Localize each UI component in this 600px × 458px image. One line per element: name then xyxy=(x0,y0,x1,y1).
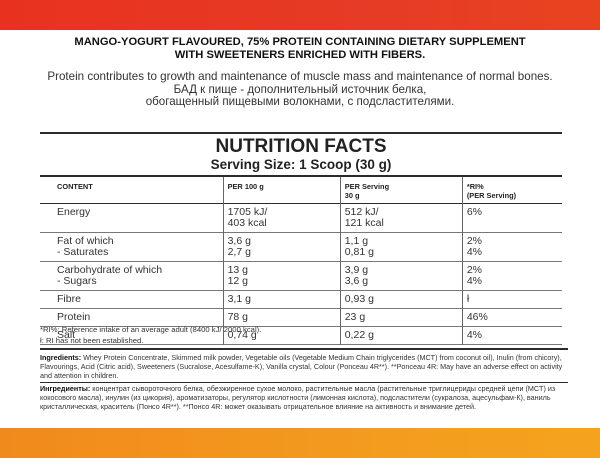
table-header-row: CONTENT PER 100 g PER Serving 30 g *RI% … xyxy=(40,177,562,204)
claim-en: Protein contributes to growth and mainte… xyxy=(47,70,553,83)
nutrition-title: NUTRITION FACTS xyxy=(215,136,387,157)
value-main: 3,9 g xyxy=(344,264,369,276)
table-row-energy: Energy 1705 kJ/403 kcal 512 kJ/121 kcal … xyxy=(40,203,562,233)
table-row-fat: Fat of which - Saturates 3,6 g 2,7 g 1,1 g… xyxy=(40,232,562,262)
ingredients-en: Ingredients: Whey Protein Concentrate, S… xyxy=(40,353,568,383)
product-claims: Protein contributes to growth and mainte… xyxy=(30,70,570,109)
row-per-serving: 0,22 g xyxy=(339,326,463,345)
nutrition-facts-panel: NUTRITION FACTS Serving Size: 1 Scoop (3… xyxy=(40,132,562,345)
row-per-100g: 3,1 g xyxy=(222,290,341,309)
header-per-serving-size: 30 g xyxy=(344,190,360,200)
ingredients-block: Ingredients: Whey Protein Concentrate, S… xyxy=(40,348,568,411)
row-per-100g: 78 g xyxy=(222,308,341,327)
header-ri-label: *RI% xyxy=(466,182,484,191)
value-sub: 2,7 g xyxy=(227,246,251,258)
serving-size: Serving Size: 1 Scoop (30 g) xyxy=(40,157,562,177)
row-per-serving: 512 kJ/121 kcal xyxy=(339,203,463,233)
headline-line-2: WITH SWEETENERS ENRICHED WITH FIBERS. xyxy=(174,49,426,61)
row-label: Fat of which - Saturates xyxy=(40,233,223,262)
nutrition-table: CONTENT PER 100 g PER Serving 30 g *RI% … xyxy=(40,177,562,345)
table-row-fibre: Fibre 3,1 g 0,93 g ł xyxy=(40,290,562,309)
value-kj: 1705 kJ/ xyxy=(227,206,268,218)
footnote-ri: *RI%: Reference intake of an average adu… xyxy=(40,325,262,334)
row-ri: 2% 4% xyxy=(461,261,562,291)
product-headline: MANGO-YOGURT FLAVOURED, 75% PROTEIN CONT… xyxy=(40,36,560,62)
table-row-carbohydrate: Carbohydrate of which - Sugars 13 g 12 g 3… xyxy=(40,261,562,291)
header-ri-basis: (PER Serving) xyxy=(466,190,517,200)
row-per-100g: 3,6 g 2,7 g xyxy=(222,232,341,262)
value-main: 13 g xyxy=(227,264,249,276)
row-ri: ł xyxy=(461,290,562,309)
row-ri: 6% xyxy=(461,203,562,233)
row-ri: 46% xyxy=(461,308,562,327)
row-per-serving: 0,93 g xyxy=(339,290,463,309)
claim-ru-2: обогащенный пищевыми волокнами, с подсла… xyxy=(145,95,455,109)
headline-line-1: MANGO-YOGURT FLAVOURED, 75% PROTEIN CONT… xyxy=(74,36,526,48)
ingredients-ru-text: концентрат сывороточного белка, обезжире… xyxy=(40,383,556,412)
row-per-100g: 0,74 g xyxy=(222,326,341,345)
row-label: Carbohydrate of which - Sugars xyxy=(40,262,223,291)
value-kcal: 403 kcal xyxy=(227,217,267,229)
value-sub: 3,6 g xyxy=(344,275,369,287)
header-ri: *RI% (PER Serving) xyxy=(461,177,562,204)
row-label: Salt xyxy=(57,329,76,341)
value-sub: 12 g xyxy=(227,275,249,287)
row-label: Protein xyxy=(57,311,91,323)
bottom-color-bar xyxy=(0,428,600,458)
row-per-100g: 1705 kJ/403 kcal xyxy=(222,203,341,233)
top-color-bar xyxy=(0,0,600,30)
label-main: Carbohydrate of which xyxy=(57,264,163,276)
row-label: Fibre xyxy=(57,293,81,305)
value-main: 2% xyxy=(466,264,482,276)
value-kj: 512 kJ/ xyxy=(344,206,379,218)
header-content: CONTENT xyxy=(57,182,93,191)
row-per-100g: 13 g 12 g xyxy=(222,261,341,291)
header-per-serving: PER Serving 30 g xyxy=(339,177,463,204)
row-per-serving: 23 g xyxy=(339,308,463,327)
value-main: 1,1 g xyxy=(344,235,369,247)
table-row-protein: Protein 78 g 23 g 46% xyxy=(40,308,562,327)
value-sub: 4% xyxy=(466,246,482,258)
table-row-salt: Salt 0,74 g 0,22 g 4% xyxy=(40,326,562,345)
row-per-serving: 1,1 g 0,81 g xyxy=(339,232,463,262)
label-sub: - Saturates xyxy=(57,246,109,258)
row-per-serving: 3,9 g 3,6 g xyxy=(339,261,463,291)
value-main: 3,6 g xyxy=(227,235,251,247)
ingredients-en-text: Whey Protein Concentrate, Skimmed milk p… xyxy=(40,353,563,381)
value-kcal: 121 kcal xyxy=(344,217,384,229)
value-sub: 0,81 g xyxy=(344,246,374,258)
label-main: Fat of which xyxy=(57,235,114,247)
header-per-100g: PER 100 g xyxy=(222,177,341,204)
footnote-ri-none: ł: RI has not been established. xyxy=(40,336,144,346)
label-sub: - Sugars xyxy=(57,275,97,287)
header-per-serving-label: PER Serving xyxy=(344,182,390,191)
row-ri: 4% xyxy=(461,326,562,345)
row-label: Energy xyxy=(57,206,91,218)
nutrition-footnotes: *RI%: Reference intake of an average adu… xyxy=(40,324,562,346)
row-ri: 2% 4% xyxy=(461,232,562,262)
ingredients-en-label: Ingredients: xyxy=(40,353,82,362)
value-main: 2% xyxy=(466,235,482,247)
ingredients-ru-label: Ингредиенты: xyxy=(40,383,91,393)
ingredients-ru: Ингредиенты: концентрат сывороточного бе… xyxy=(40,384,568,412)
value-sub: 4% xyxy=(466,275,482,287)
claim-ru-1: БАД к пище - дополнительный источник бел… xyxy=(173,82,427,96)
